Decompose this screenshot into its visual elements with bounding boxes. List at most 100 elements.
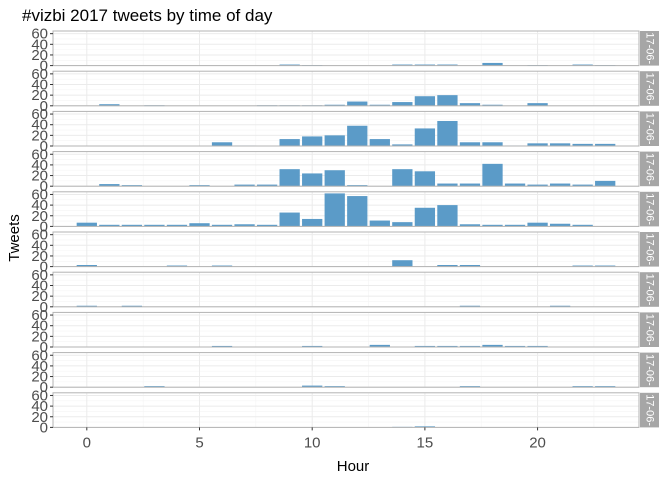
y-tick-label: 60 [31,146,48,163]
bar [392,144,413,146]
bar [324,104,345,106]
bar [437,205,458,227]
panel-border [52,30,640,67]
panel-border [52,271,640,308]
x-tick-label: 10 [304,434,321,451]
bar [459,103,481,106]
bar [392,102,413,106]
panel-border [52,231,640,268]
bar [527,103,548,106]
bar [437,345,458,347]
bar [437,64,458,66]
bar [482,224,503,227]
facet-strip-label: 17-06- [644,153,656,185]
bar [549,143,571,146]
bar [527,143,548,146]
facet-strip [640,191,659,227]
y-tick-label: 40 [31,197,48,214]
bar [549,223,571,227]
bar [369,344,390,347]
bar [347,125,368,146]
facet-strip [640,392,659,428]
bar [347,196,368,227]
y-tick-label: 60 [31,106,48,123]
bar [99,104,120,106]
bar [121,185,143,187]
bar [392,64,413,66]
y-tick-label: 40 [31,318,48,335]
bar [279,64,300,66]
bar [234,184,255,187]
bar [572,386,593,388]
bar [482,104,503,106]
bar [211,345,233,347]
bar [279,139,300,146]
bar [392,260,413,267]
x-tick-label: 0 [83,434,91,451]
bar [76,265,97,267]
bar [482,142,503,146]
facet-strip-label: 17-06- [644,233,656,265]
bar [302,136,323,146]
facet-strip [640,352,659,388]
y-tick-label: 40 [31,358,48,375]
bar [527,345,548,347]
y-tick-label: 20 [31,248,48,265]
y-tick-label: 60 [31,387,48,404]
bar [437,265,458,267]
facet-strip [640,232,659,267]
bar [279,212,300,227]
bar [482,62,503,66]
bar [414,426,436,428]
facet-strip [640,71,659,106]
y-tick-label: 60 [31,267,48,284]
facet-strip [640,272,659,307]
y-tick-label: 20 [31,288,48,305]
x-tick-label: 5 [195,434,203,451]
bar [302,173,323,187]
panel-border [52,70,640,107]
bar [414,64,436,66]
panel-border [52,352,640,388]
panel-border [52,392,640,428]
bar [459,305,481,307]
bar [459,142,481,146]
panel-border [52,110,640,147]
bar [572,64,593,66]
bar [121,224,143,227]
x-tick-label: 15 [417,434,434,451]
x-axis: 0 5 10 15 20 [83,427,546,451]
y-tick-label: 0 [40,259,48,276]
bar [324,386,345,388]
bar [256,184,278,187]
bar [482,344,503,347]
panel-border [52,151,640,187]
bar [414,345,436,347]
bar [595,180,616,187]
chart-title: #vizbi 2017 tweets by time of day [22,6,273,25]
bar [302,385,323,388]
facet-strip-label: 17-06- [644,113,656,145]
y-tick-label: 0 [40,339,48,356]
y-tick-label: 40 [31,237,48,254]
y-tick-label: 0 [40,379,48,396]
y-axis-title: Tweets [6,214,23,262]
y-tick-label: 0 [40,299,48,316]
y-tick-label: 40 [31,36,48,53]
bar [549,183,571,187]
y-tick-label: 60 [31,186,48,203]
bar [302,218,323,227]
bar [595,386,616,388]
bar [347,101,368,106]
bar [572,265,593,267]
bar [572,184,593,187]
y-tick-label: 0 [40,98,48,115]
bar [414,96,436,106]
